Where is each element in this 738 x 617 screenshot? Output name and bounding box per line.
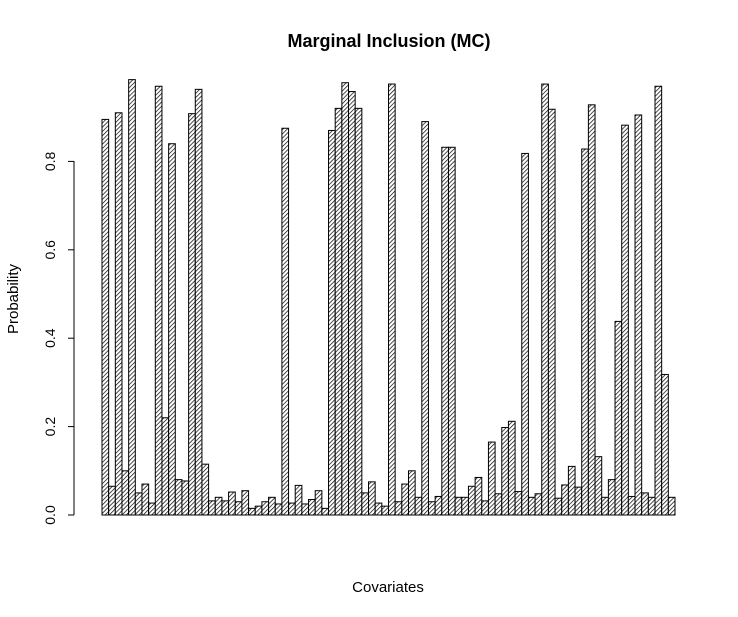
bar: [321, 507, 330, 516]
bar: [501, 426, 509, 516]
bar: [241, 490, 250, 516]
bar: [341, 82, 350, 516]
bar: [434, 495, 443, 516]
y-tick-label: 0.6: [42, 240, 58, 260]
bar: [407, 470, 416, 516]
bar: [454, 496, 463, 516]
bar: [541, 83, 549, 516]
bar: [654, 85, 663, 516]
bar: [168, 143, 176, 516]
bar: [308, 499, 316, 516]
bar: [334, 107, 343, 516]
bar: [427, 501, 436, 516]
bar: [421, 121, 429, 516]
bar: [474, 476, 483, 516]
bar: [394, 501, 403, 516]
bar: [354, 107, 363, 516]
bar: [467, 485, 476, 516]
bar: [401, 483, 409, 516]
x-axis-label: Covariates: [352, 579, 424, 596]
bar: [494, 493, 503, 516]
bar: [221, 500, 230, 516]
bar: [554, 497, 563, 516]
bar: [148, 502, 156, 516]
bar: [607, 479, 616, 516]
y-tick-label: 0.0: [42, 505, 58, 525]
bar: [174, 479, 183, 516]
bar: [261, 501, 270, 516]
bar: [634, 114, 643, 516]
bar: [567, 465, 576, 516]
bar: [447, 146, 456, 516]
bar: [234, 501, 243, 516]
bar: [587, 104, 596, 516]
bar: [481, 500, 489, 516]
bar: [527, 496, 536, 516]
bar: [281, 127, 290, 516]
bar: [201, 463, 210, 516]
bar: [161, 417, 170, 516]
bar: [268, 496, 276, 516]
bar: [294, 484, 303, 516]
bar: [114, 112, 123, 516]
bar: [134, 492, 143, 516]
bar: [288, 502, 296, 516]
bar: [141, 483, 150, 516]
bar: [154, 85, 163, 516]
bar: [667, 496, 676, 516]
bar: [368, 481, 376, 516]
bar: [208, 500, 216, 516]
bar: [328, 129, 336, 516]
bar: [108, 485, 116, 516]
bar: [581, 148, 589, 516]
bars-group: [101, 79, 676, 516]
bar: [388, 83, 396, 516]
bar: [181, 480, 190, 516]
bar: [441, 146, 449, 516]
bar: [254, 505, 263, 516]
bar: [641, 492, 649, 516]
y-tick-label: 0.8: [42, 151, 58, 171]
bar: [274, 503, 283, 516]
y-ticks: 0.0 0.2 0.4 0.6 0.8: [42, 151, 74, 525]
bar: [301, 503, 310, 516]
bar: [647, 496, 656, 516]
bar: [561, 484, 569, 516]
bar: [188, 113, 196, 516]
bar: [614, 320, 623, 516]
bar: [547, 108, 556, 516]
bar: [348, 91, 356, 516]
bar: [507, 420, 516, 516]
bar: [248, 507, 256, 516]
bar: [461, 496, 469, 516]
bar: [101, 118, 110, 516]
bar: [601, 496, 609, 516]
bar: [128, 79, 136, 516]
bar: [487, 441, 496, 516]
chart-title: Marginal Inclusion (MC): [287, 31, 490, 51]
y-tick-label: 0.2: [42, 417, 58, 437]
bar: [661, 373, 669, 516]
bar: [194, 88, 203, 516]
bar: [414, 496, 423, 516]
y-axis: 0.0 0.2 0.4 0.6 0.8: [42, 151, 75, 525]
bar: [514, 491, 523, 516]
bar: [228, 491, 236, 516]
bar: [314, 490, 323, 516]
bar: [361, 492, 370, 516]
bar: [627, 495, 636, 516]
bar: [621, 124, 629, 516]
bar: [374, 502, 383, 516]
y-axis-label: Probability: [5, 263, 22, 334]
bar: [214, 496, 223, 516]
bar: [381, 505, 389, 516]
bar: [534, 493, 543, 516]
bar: [521, 152, 529, 516]
bar: [594, 456, 603, 516]
bar: [574, 486, 583, 516]
y-tick-label: 0.4: [42, 328, 58, 348]
bar: [121, 470, 130, 516]
